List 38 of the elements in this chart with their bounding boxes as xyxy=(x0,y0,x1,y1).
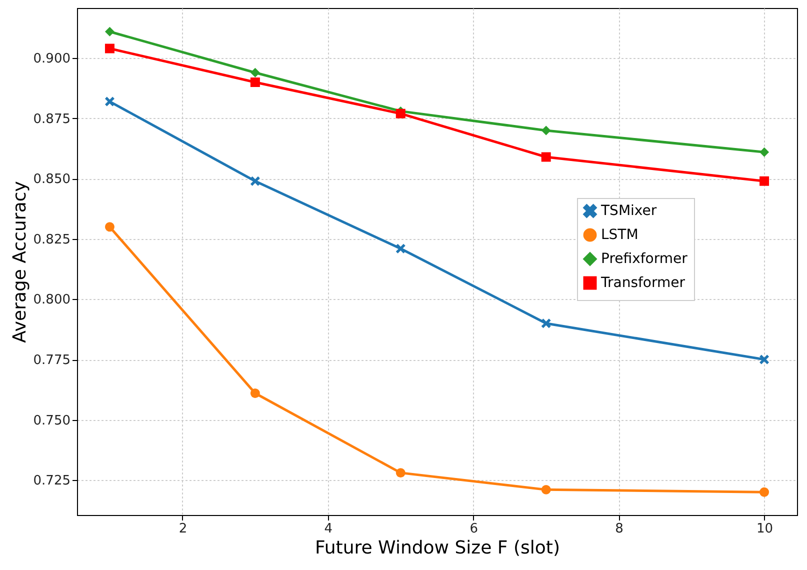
x-axis-title: Future Window Size F (slot) xyxy=(315,538,560,558)
x-tick-label: 10 xyxy=(756,522,774,536)
point xyxy=(250,78,260,87)
legend-label: LSTM xyxy=(601,227,638,243)
y-axis-title: Average Accuracy xyxy=(9,180,30,343)
point xyxy=(541,318,551,328)
point xyxy=(250,68,260,78)
point xyxy=(250,176,260,186)
point xyxy=(760,176,770,186)
point xyxy=(396,468,406,478)
x-tick-label: 2 xyxy=(178,522,188,536)
y-tick-label: 0.775 xyxy=(33,353,70,368)
legend-label: Transformer xyxy=(600,275,686,291)
y-tick-label: 0.800 xyxy=(33,292,70,308)
y-tick-label: 0.725 xyxy=(33,474,70,489)
point xyxy=(396,244,406,254)
point xyxy=(396,108,406,118)
point xyxy=(541,152,551,162)
point xyxy=(541,126,551,136)
point xyxy=(104,44,114,54)
point xyxy=(760,147,770,157)
point xyxy=(541,484,551,494)
point xyxy=(104,26,114,36)
point xyxy=(760,354,770,364)
y-tick-label: 0.825 xyxy=(33,232,70,248)
y-tick-label: 0.850 xyxy=(33,172,70,188)
x-tick-label: 4 xyxy=(324,522,333,536)
point xyxy=(760,487,770,497)
y-tick-label: 0.750 xyxy=(33,413,70,428)
point xyxy=(250,388,260,398)
x-tick-label: 8 xyxy=(615,522,624,536)
legend-label: TSMixer xyxy=(600,203,657,219)
y-tick-label: 0.900 xyxy=(33,52,70,67)
point xyxy=(104,96,114,106)
y-tick-label: 0.875 xyxy=(33,112,70,127)
legend-label: Prefixformer xyxy=(601,251,688,267)
point xyxy=(104,222,114,232)
x-tick-label: 6 xyxy=(470,522,478,536)
